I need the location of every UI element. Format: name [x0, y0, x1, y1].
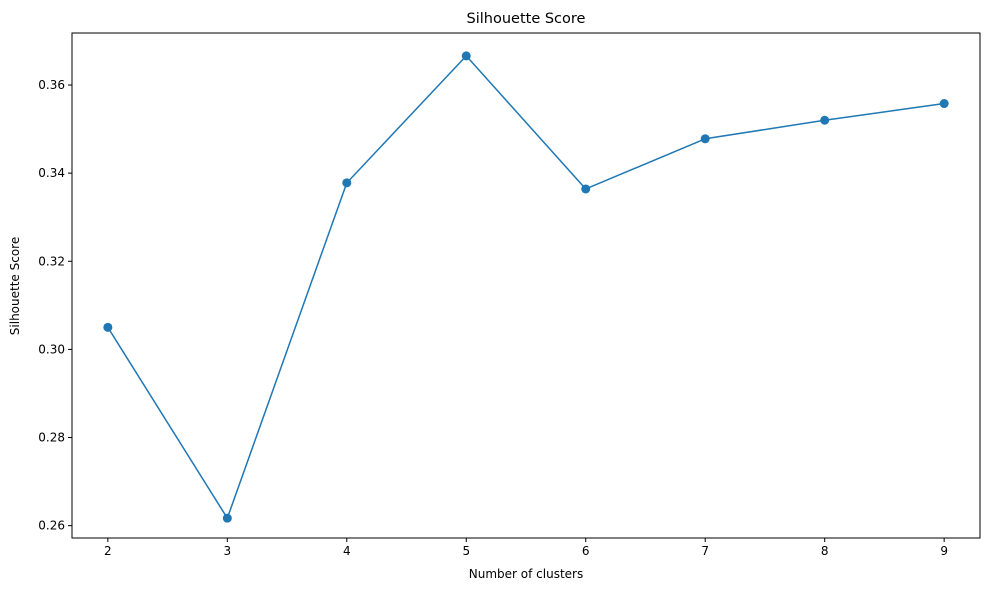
x-tick-label: 4	[343, 544, 351, 558]
axes-background	[72, 33, 980, 538]
y-tick-label: 0.36	[38, 78, 65, 92]
y-axis-ticks: 0.26 0.28 0.30 0.32 0.34 0.36	[38, 78, 72, 533]
x-tick-label: 6	[582, 544, 590, 558]
y-tick-label: 0.34	[38, 166, 65, 180]
x-axis-title: Number of clusters	[469, 567, 583, 581]
x-tick-label: 8	[821, 544, 829, 558]
x-tick-label: 5	[462, 544, 470, 558]
x-tick-label: 2	[104, 544, 112, 558]
y-tick-label: 0.28	[38, 431, 65, 445]
data-point	[103, 322, 113, 332]
x-axis-ticks: 2 3 4 5 6 7 8 9	[104, 538, 948, 558]
chart-title: Silhouette Score	[467, 11, 586, 27]
data-point	[222, 513, 232, 523]
plot-area	[71, 32, 981, 539]
y-tick-label: 0.32	[38, 254, 65, 268]
y-axis-title: Silhouette Score	[8, 237, 22, 335]
data-point	[939, 99, 949, 109]
y-tick-label: 0.26	[38, 519, 65, 533]
series-line	[107, 55, 945, 519]
x-tick-label: 3	[223, 544, 231, 558]
data-point	[581, 184, 591, 194]
y-tick-label: 0.30	[38, 342, 65, 356]
data-point	[461, 51, 471, 61]
data-point	[820, 115, 830, 125]
data-point	[342, 178, 352, 188]
data-point	[700, 134, 710, 144]
x-tick-label: 7	[701, 544, 709, 558]
series-layer	[103, 51, 949, 523]
axes-frame	[71, 32, 981, 539]
x-tick-label: 9	[940, 544, 948, 558]
